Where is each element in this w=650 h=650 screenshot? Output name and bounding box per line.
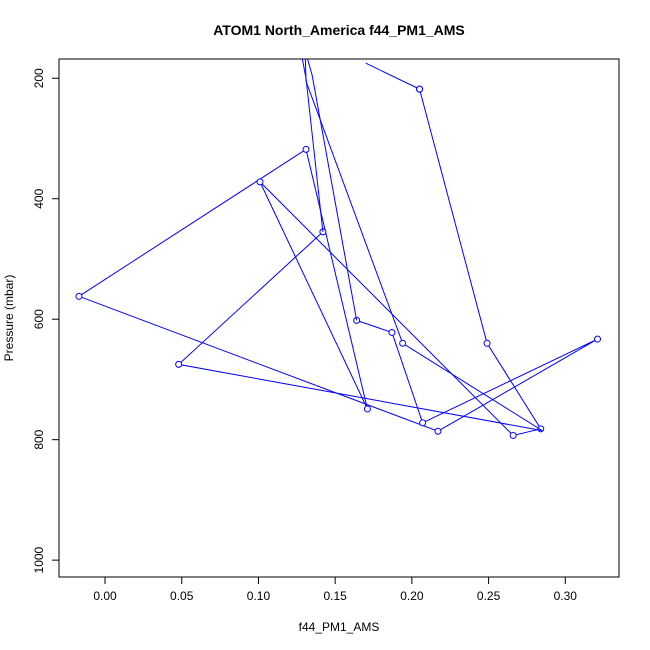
data-point bbox=[509, 431, 517, 439]
x-tick-label: 0.10 bbox=[247, 589, 271, 603]
chart-title: ATOM1 North_America f44_PM1_AMS bbox=[213, 22, 465, 38]
data-point bbox=[363, 405, 371, 413]
data-point bbox=[483, 339, 491, 347]
y-tick-label: 400 bbox=[32, 188, 46, 208]
data-point bbox=[75, 292, 83, 300]
data-point bbox=[434, 427, 442, 435]
x-axis-label: f44_PM1_AMS bbox=[299, 620, 380, 634]
series-line bbox=[365, 62, 420, 90]
series-line bbox=[177, 59, 543, 432]
y-axis-label: Pressure (mbar) bbox=[2, 275, 16, 362]
data-point bbox=[388, 328, 396, 336]
series-layer bbox=[75, 59, 602, 439]
data-point bbox=[419, 419, 427, 427]
data-point bbox=[399, 339, 407, 347]
data-point bbox=[302, 145, 310, 153]
y-tick-label: 1000 bbox=[32, 546, 46, 573]
x-tick-label: 0.00 bbox=[93, 589, 117, 603]
data-point bbox=[256, 178, 264, 186]
x-tick-label: 0.30 bbox=[554, 589, 578, 603]
y-tick-label: 600 bbox=[32, 309, 46, 329]
series-line bbox=[307, 59, 358, 321]
x-tick-label: 0.25 bbox=[477, 589, 501, 603]
data-point bbox=[175, 360, 183, 368]
data-point bbox=[594, 335, 602, 343]
data-point bbox=[416, 85, 424, 93]
y-axis: 200 400 600 800 1000 bbox=[32, 68, 60, 573]
y-tick-label: 200 bbox=[32, 68, 46, 88]
x-tick-label: 0.20 bbox=[400, 589, 424, 603]
y-tick-label: 800 bbox=[32, 429, 46, 449]
x-tick-label: 0.05 bbox=[170, 589, 194, 603]
series-line bbox=[77, 88, 598, 437]
x-axis: 0.00 0.05 0.10 0.15 0.20 0.25 0.30 bbox=[93, 576, 578, 603]
series-line bbox=[301, 59, 324, 232]
plot-frame bbox=[58, 58, 620, 578]
x-tick-label: 0.15 bbox=[323, 589, 347, 603]
